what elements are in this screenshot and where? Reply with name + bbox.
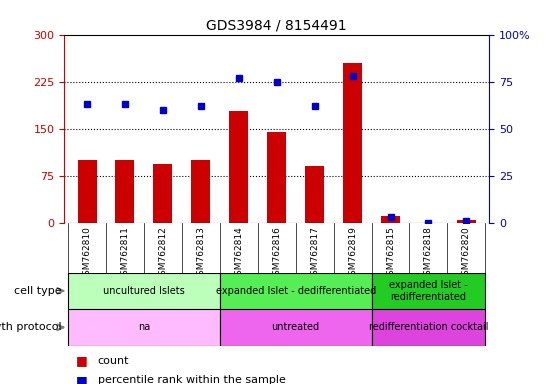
Text: growth protocol: growth protocol (0, 322, 61, 333)
Bar (229, 111, 248, 223)
Text: uncultured Islets: uncultured Islets (103, 286, 185, 296)
Bar (153, 164, 172, 223)
Text: count: count (98, 356, 129, 366)
Bar (116, 160, 135, 223)
Text: GSM762814: GSM762814 (234, 226, 243, 281)
Text: untreated: untreated (272, 322, 320, 333)
Text: cell type: cell type (14, 286, 61, 296)
Text: GSM762815: GSM762815 (386, 226, 395, 281)
Bar (457, 220, 476, 223)
Text: expanded Islet - dedifferentiated: expanded Islet - dedifferentiated (216, 286, 376, 296)
Text: GSM762816: GSM762816 (272, 226, 281, 281)
Bar (381, 217, 400, 223)
Bar (267, 132, 286, 223)
Bar (78, 160, 97, 223)
Bar (372, 273, 485, 309)
Bar (191, 160, 210, 223)
Text: ■: ■ (75, 354, 87, 367)
Bar (220, 273, 372, 309)
Text: redifferentiation cocktail: redifferentiation cocktail (369, 322, 488, 333)
Text: percentile rank within the sample: percentile rank within the sample (98, 375, 286, 384)
Text: expanded Islet -
redifferentiated: expanded Islet - redifferentiated (389, 280, 468, 302)
Text: ■: ■ (75, 374, 87, 384)
Bar (343, 63, 362, 223)
Bar (305, 166, 324, 223)
Bar (220, 309, 372, 346)
Text: GSM762819: GSM762819 (348, 226, 357, 281)
Text: na: na (138, 322, 150, 333)
Text: GSM762813: GSM762813 (196, 226, 205, 281)
Text: GSM762812: GSM762812 (158, 226, 167, 281)
Bar (68, 309, 220, 346)
Text: GSM762810: GSM762810 (83, 226, 92, 281)
Title: GDS3984 / 8154491: GDS3984 / 8154491 (206, 18, 347, 32)
Bar (372, 309, 485, 346)
Text: GSM762820: GSM762820 (462, 226, 471, 281)
Bar (68, 273, 220, 309)
Text: GSM762818: GSM762818 (424, 226, 433, 281)
Text: GSM762817: GSM762817 (310, 226, 319, 281)
Text: GSM762811: GSM762811 (121, 226, 130, 281)
